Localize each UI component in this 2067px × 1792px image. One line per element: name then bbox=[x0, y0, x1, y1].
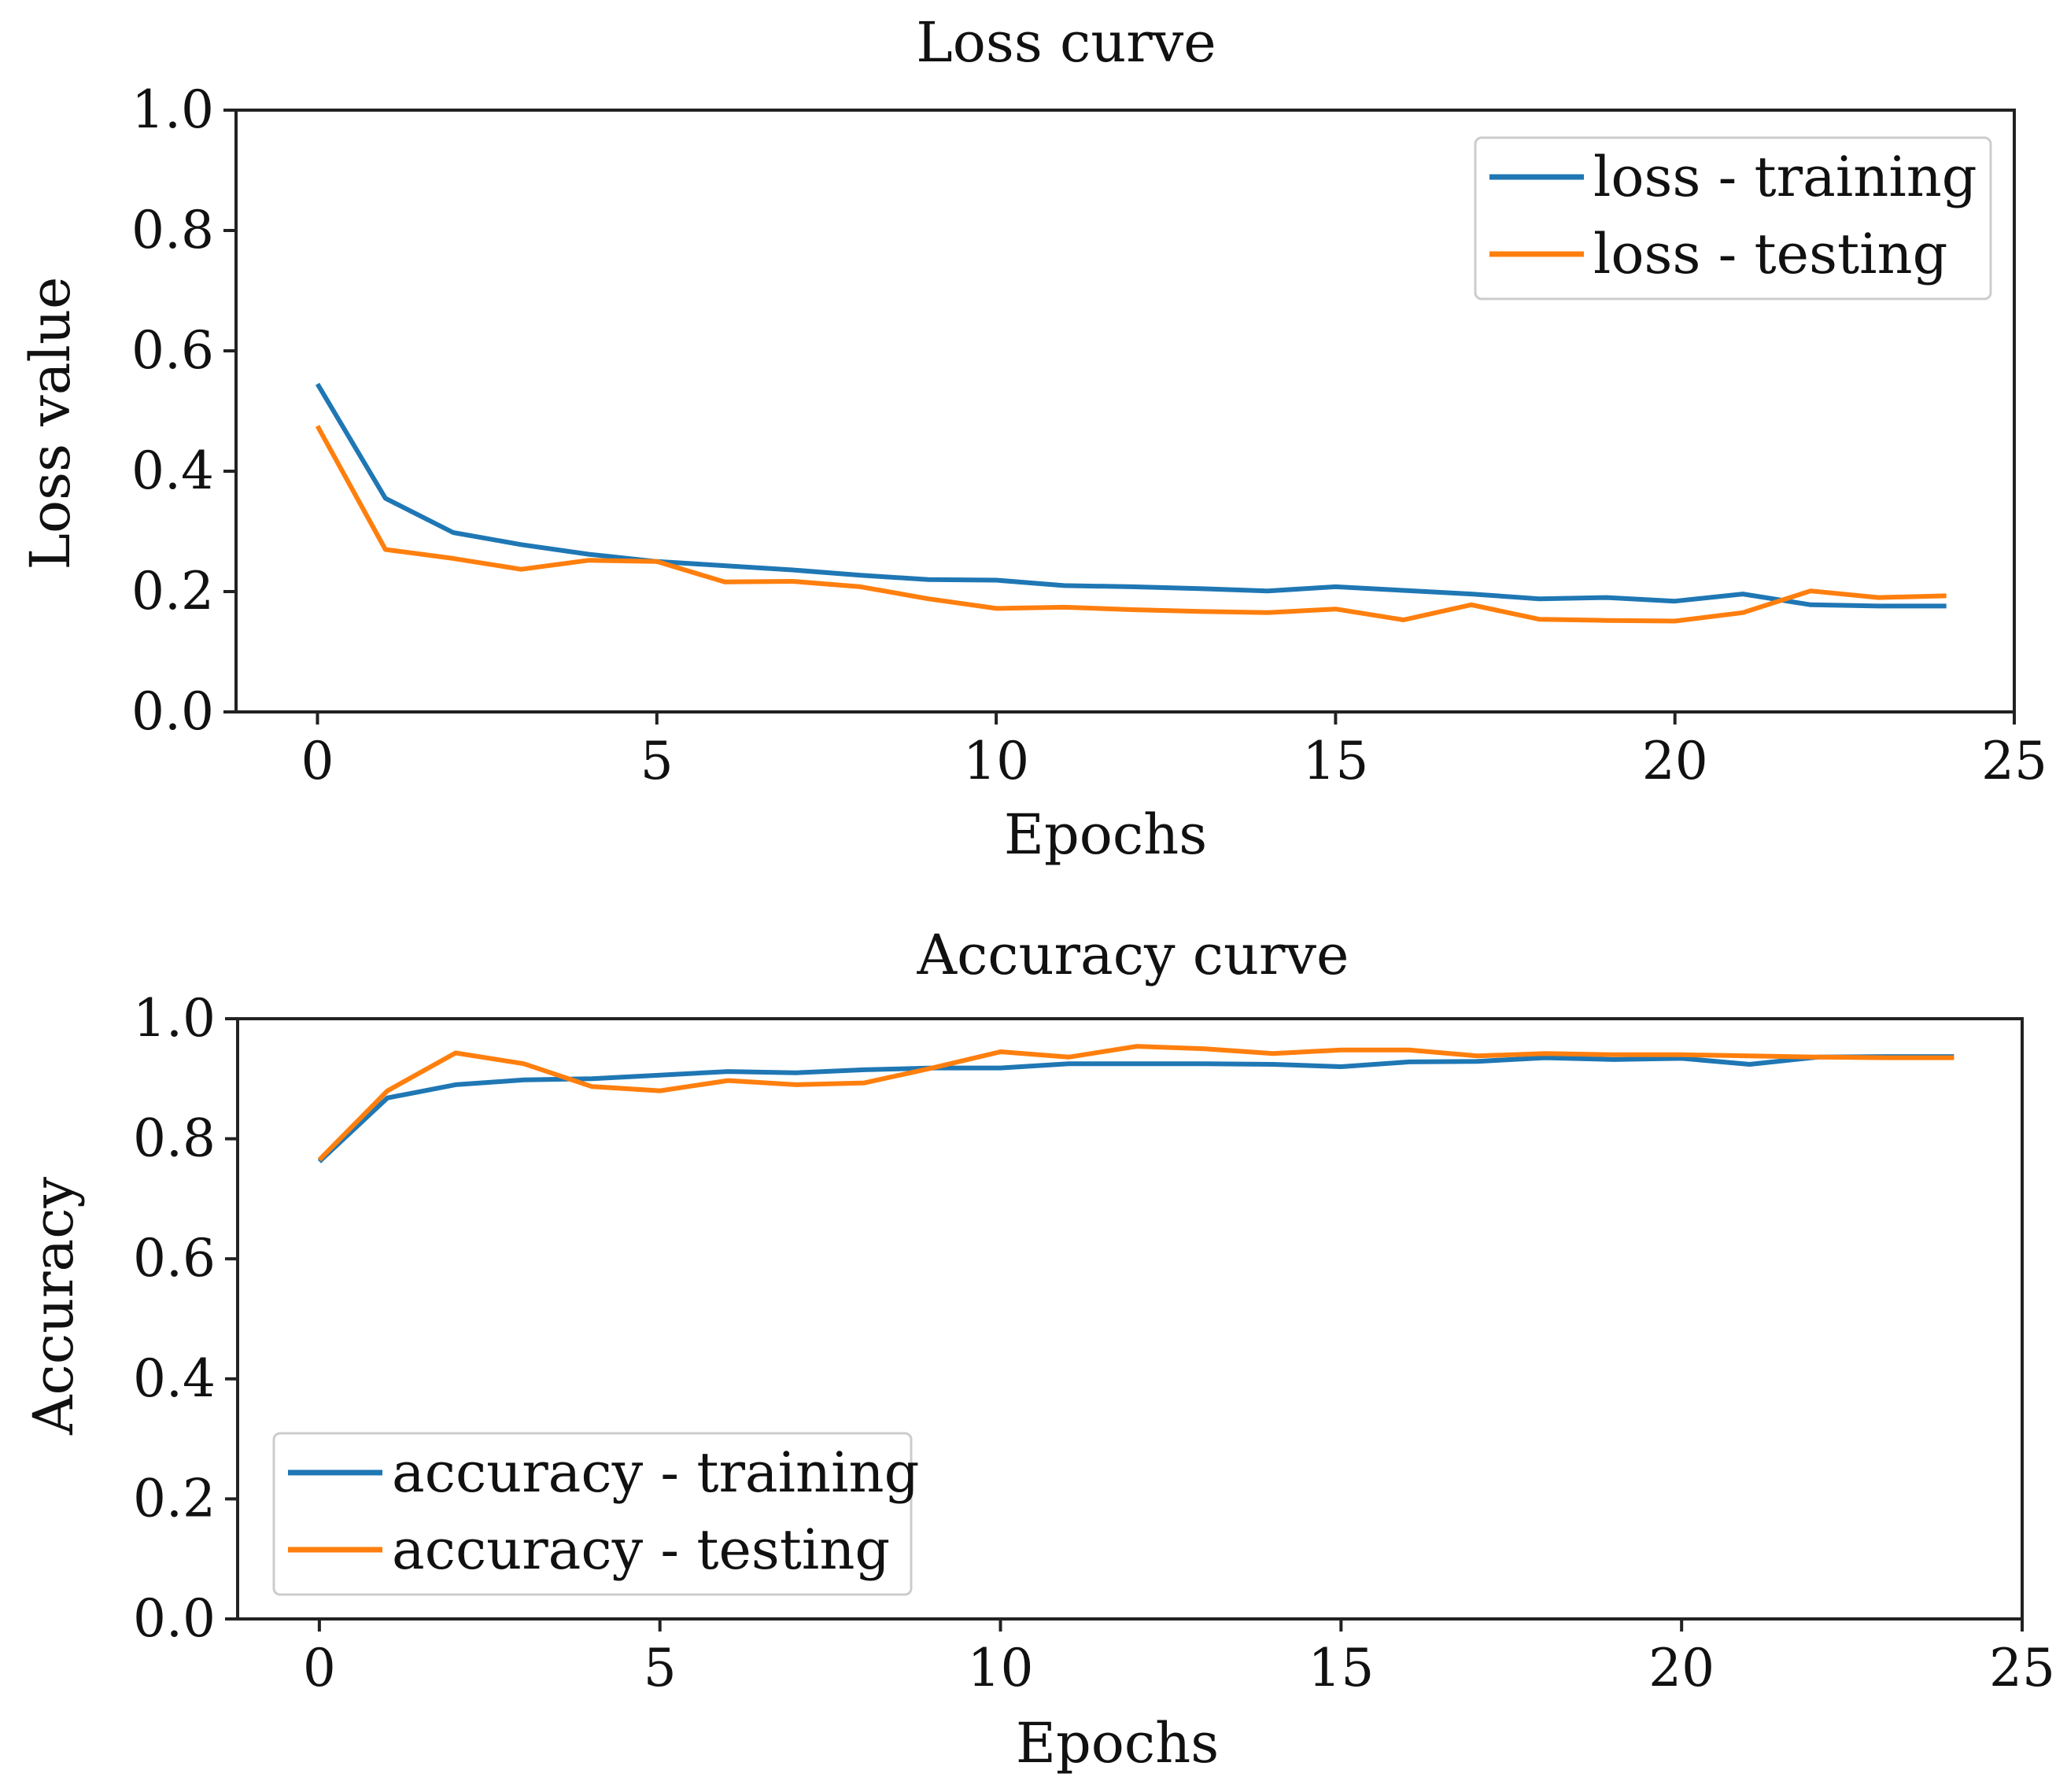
y-tick-label: 0.4 bbox=[131, 441, 214, 501]
x-ticks: 0 5 10 15 20 25 bbox=[301, 712, 2047, 791]
y-tick-label: 0.8 bbox=[133, 1108, 216, 1169]
legend: accuracy - training accuracy - testing bbox=[272, 1432, 919, 1596]
x-tick-label: 10 bbox=[963, 731, 1029, 791]
x-tick-label: 25 bbox=[1989, 1638, 2055, 1698]
accuracy-testing-line bbox=[317, 1044, 1954, 1162]
legend-label: loss - training bbox=[1593, 145, 1977, 209]
y-tick-label: 0.4 bbox=[133, 1348, 216, 1409]
y-tick-label: 0.2 bbox=[133, 1468, 216, 1528]
chart-title: Loss curve bbox=[916, 10, 1216, 75]
y-tick-label: 0.8 bbox=[131, 200, 214, 260]
accuracy-training-line bbox=[317, 1054, 1954, 1163]
x-tick-label: 10 bbox=[968, 1638, 1034, 1698]
x-tick-label: 5 bbox=[644, 1638, 677, 1698]
x-tick-label: 15 bbox=[1308, 1638, 1374, 1698]
accuracy-chart: Accuracy curve Accuracy Epochs 0.0 0.2 0… bbox=[21, 923, 2055, 1775]
x-tick-label: 0 bbox=[301, 731, 334, 791]
y-tick-label: 0.2 bbox=[131, 561, 214, 621]
y-tick-label: 1.0 bbox=[131, 79, 214, 140]
legend-label: loss - testing bbox=[1593, 222, 1947, 286]
chart-title: Accuracy curve bbox=[917, 923, 1349, 987]
y-tick-label: 0.6 bbox=[131, 320, 214, 381]
loss-training-line bbox=[315, 382, 1947, 609]
y-tick-label: 1.0 bbox=[133, 988, 216, 1049]
legend-label: accuracy - testing bbox=[392, 1517, 890, 1582]
y-ticks: 0.0 0.2 0.4 0.6 0.8 1.0 bbox=[133, 988, 238, 1649]
legend-box bbox=[272, 1432, 913, 1596]
y-axis-label: Loss value bbox=[18, 277, 83, 570]
loss-testing-line bbox=[315, 425, 1947, 624]
x-axis-label: Epochs bbox=[1004, 802, 1207, 867]
series-lines bbox=[317, 1044, 1954, 1163]
x-tick-label: 20 bbox=[1648, 1638, 1715, 1698]
legend-label: accuracy - training bbox=[392, 1440, 919, 1505]
y-tick-label: 0.0 bbox=[131, 681, 214, 742]
x-ticks: 0 5 10 15 20 25 bbox=[303, 1619, 2055, 1698]
loss-chart: Loss curve Loss value Epochs 0.0 0.2 0.4… bbox=[18, 10, 2047, 867]
y-tick-label: 0.0 bbox=[133, 1588, 216, 1649]
x-tick-label: 15 bbox=[1302, 731, 1368, 791]
y-axis-label: Accuracy bbox=[21, 1177, 86, 1436]
y-tick-label: 0.6 bbox=[133, 1228, 216, 1289]
x-axis-label: Epochs bbox=[1016, 1711, 1219, 1775]
legend-box bbox=[1474, 136, 1992, 301]
plot-area bbox=[234, 109, 2016, 713]
plot-area bbox=[236, 1017, 2024, 1621]
x-tick-label: 5 bbox=[640, 731, 674, 791]
x-tick-label: 0 bbox=[303, 1638, 336, 1698]
x-tick-label: 25 bbox=[1981, 731, 2047, 791]
series-lines bbox=[315, 382, 1947, 624]
legend: loss - training loss - testing bbox=[1474, 136, 1992, 301]
x-tick-label: 20 bbox=[1642, 731, 1708, 791]
y-ticks: 0.0 0.2 0.4 0.6 0.8 1.0 bbox=[131, 79, 236, 742]
